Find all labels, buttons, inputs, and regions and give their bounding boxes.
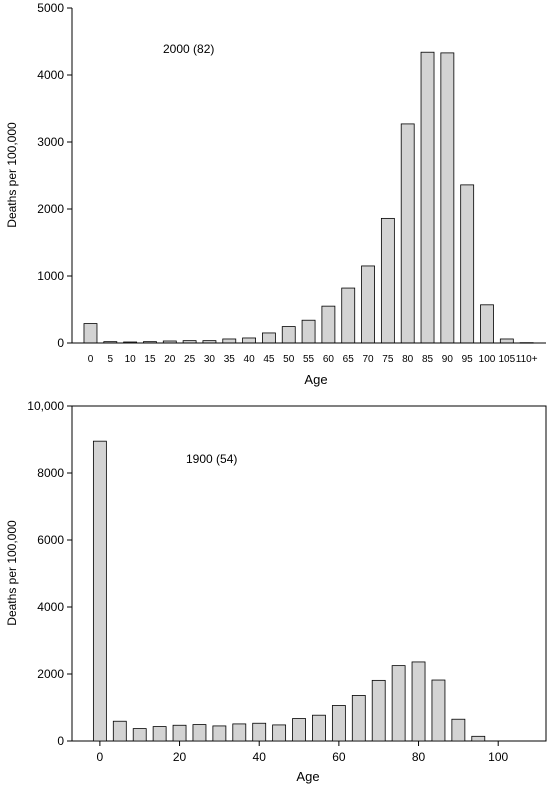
x-tick-label: 20 — [173, 750, 187, 764]
bar — [92, 440, 107, 742]
x-tick-label: 0 — [88, 354, 94, 365]
bar — [172, 724, 187, 742]
y-tick-label: 10,000 — [27, 399, 64, 413]
x-tick-label: 70 — [362, 354, 374, 365]
bar — [212, 725, 227, 742]
plot-frame — [71, 405, 547, 742]
x-ticks-2000: 0 5 10 15 20 25 30 35 40 45 50 55 60 65 70 75 80 85 90 95 10… — [88, 354, 538, 365]
panel-2000: 2000 (82) Deaths per 100,000 Age 0100020… — [5, 1, 546, 387]
x-tick-label: 80 — [412, 750, 426, 764]
bar — [451, 718, 466, 742]
y-tick-label: 2000 — [37, 202, 64, 216]
x-tick-label: 110+ — [516, 354, 538, 365]
bar — [499, 338, 514, 344]
bar — [222, 338, 237, 344]
bar — [112, 720, 127, 742]
bar — [281, 326, 296, 344]
y-tick-label: 0 — [57, 336, 64, 350]
bar — [321, 305, 336, 344]
bar — [471, 735, 486, 742]
y-tick-label: 5000 — [37, 1, 64, 15]
x-tick-label: 35 — [224, 354, 236, 365]
annotation-2000: 2000 (82) — [163, 42, 214, 56]
x-tick-label: 90 — [442, 354, 454, 365]
x-axis-label: Age — [296, 769, 319, 784]
bar — [380, 217, 395, 344]
x-tick-label: 55 — [303, 354, 315, 365]
bar — [361, 265, 375, 344]
annotation-1900: 1900 (54) — [186, 452, 237, 466]
y-ticks-1900: 0 2000 4000 6000 8000 10,000 — [27, 399, 72, 748]
y-tick-label: 4000 — [37, 600, 64, 614]
x-tick-label: 50 — [283, 354, 295, 365]
bar — [331, 705, 346, 742]
x-tick-label: 40 — [244, 354, 256, 365]
x-tick-label: 30 — [204, 354, 216, 365]
bar — [301, 319, 316, 344]
x-axis-label: Age — [304, 372, 327, 387]
bar — [272, 724, 287, 742]
y-tick-label: 8000 — [37, 466, 64, 480]
bar — [371, 679, 386, 742]
bar — [83, 323, 98, 344]
x-tick-label: 85 — [422, 354, 434, 365]
x-tick-label: 0 — [97, 750, 104, 764]
bar — [341, 287, 356, 344]
x-tick-label: 40 — [253, 750, 267, 764]
x-tick-label: 15 — [144, 354, 156, 365]
x-tick-label: 65 — [343, 354, 355, 365]
bar — [192, 724, 207, 742]
x-tick-label: 100 — [488, 750, 508, 764]
y-tick-label: 2000 — [37, 667, 64, 681]
x-tick-label: 75 — [382, 354, 394, 365]
bar — [400, 123, 415, 344]
x-tick-label: 105 — [498, 354, 515, 365]
x-tick-label: 60 — [323, 354, 335, 365]
bars-1900 — [92, 440, 486, 742]
x-tick-label: 95 — [462, 354, 474, 365]
bar — [132, 728, 147, 742]
y-axis-label: Deaths per 100,000 — [5, 122, 19, 228]
y-tick-label: 6000 — [37, 533, 64, 547]
x-tick-label: 25 — [184, 354, 196, 365]
y-tick-label: 3000 — [37, 135, 64, 149]
bar — [431, 679, 446, 742]
y-axis-label: Deaths per 100,000 — [5, 520, 19, 626]
bar — [440, 52, 455, 344]
x-tick-label: 45 — [263, 354, 275, 365]
x-tick-label: 100 — [479, 354, 496, 365]
bar — [460, 184, 475, 344]
x-ticks-1900: 0 20 40 60 80 100 — [97, 741, 509, 764]
y-tick-label: 0 — [57, 734, 64, 748]
bar — [232, 723, 247, 742]
x-tick-label: 20 — [164, 354, 176, 365]
x-tick-label: 5 — [108, 354, 114, 365]
bars-2000 — [83, 51, 534, 344]
bar — [411, 661, 426, 742]
bar — [420, 51, 435, 344]
bar — [312, 714, 326, 742]
bar — [351, 695, 366, 742]
y-tick-label: 4000 — [37, 68, 64, 82]
bar — [262, 332, 276, 344]
bar — [242, 337, 256, 344]
x-tick-label: 80 — [402, 354, 414, 365]
panel-1900: 1900 (54) Deaths per 100,000 Age 0 2000 40… — [5, 399, 547, 784]
bar — [391, 665, 406, 742]
x-tick-label: 10 — [125, 354, 137, 365]
bar — [252, 722, 267, 742]
bar — [152, 726, 167, 742]
y-ticks-2000: 0 1000 2000 3000 4000 5000 — [37, 1, 72, 350]
x-tick-label: 60 — [332, 750, 346, 764]
bar — [480, 304, 494, 344]
bar — [292, 718, 306, 742]
y-tick-label: 1000 — [37, 269, 64, 283]
